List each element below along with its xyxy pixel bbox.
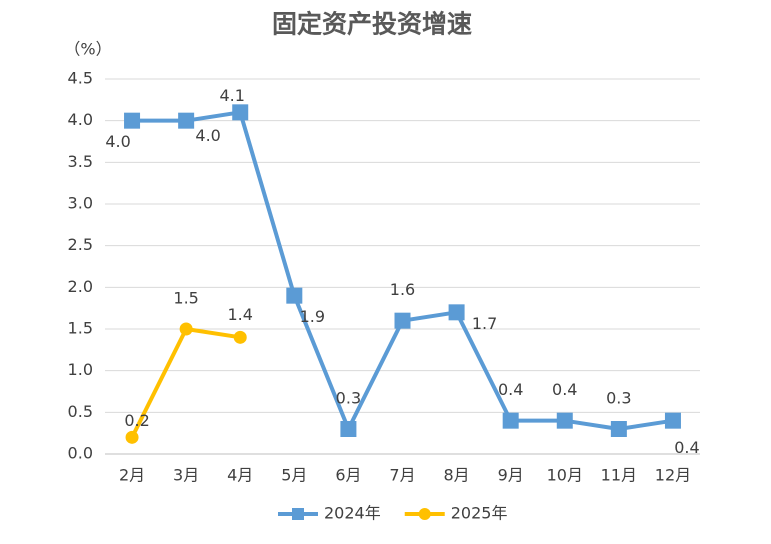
x-tick-label: 12月 [655, 466, 691, 485]
y-tick-label: 2.0 [68, 277, 93, 296]
x-tick-label: 8月 [443, 466, 469, 485]
y-tick-label: 2.5 [68, 235, 93, 254]
legend-marker [418, 508, 431, 520]
marker [286, 287, 303, 304]
x-tick-label: 6月 [335, 466, 361, 485]
data-label: 0.4 [552, 380, 577, 399]
marker [448, 304, 465, 321]
y-unit: （%） [64, 40, 111, 59]
x-tick-label: 5月 [281, 466, 307, 485]
x-tick-label: 11月 [601, 466, 637, 485]
data-label: 1.6 [390, 280, 415, 299]
data-label: 0.3 [606, 389, 631, 408]
marker [179, 322, 193, 336]
x-tick-label: 9月 [498, 466, 524, 485]
marker [610, 421, 627, 437]
data-label: 0.2 [124, 411, 149, 430]
data-label: 4.1 [220, 86, 245, 105]
marker [232, 104, 249, 121]
chart-title: 固定资产投资增速 [272, 10, 472, 39]
data-label: 4.0 [195, 126, 220, 145]
data-label: 0.4 [498, 380, 523, 399]
data-label: 0.4 [674, 438, 699, 457]
x-tick-label: 7月 [389, 466, 415, 485]
y-tick-label: 1.0 [68, 360, 93, 379]
marker [124, 112, 141, 129]
marker [664, 412, 681, 429]
marker [340, 421, 357, 437]
data-label: 1.9 [300, 307, 325, 326]
marker [178, 112, 195, 129]
marker [394, 312, 411, 329]
data-label: 1.5 [173, 289, 198, 308]
legend-label: 2024年 [324, 504, 381, 523]
y-tick-label: 3.0 [68, 194, 93, 213]
data-label: 1.7 [472, 314, 497, 333]
marker [556, 412, 573, 429]
data-label: 4.0 [105, 132, 130, 151]
series-line [132, 110, 674, 431]
y-tick-label: 0.0 [68, 444, 93, 463]
data-label: 0.3 [336, 389, 361, 408]
x-tick-label: 10月 [547, 466, 583, 485]
y-tick-label: 3.5 [68, 152, 93, 171]
y-tick-label: 4.0 [68, 110, 93, 129]
y-tick-label: 0.5 [68, 402, 93, 421]
legend-label: 2025年 [451, 504, 508, 523]
marker [233, 330, 247, 344]
x-tick-label: 3月 [173, 466, 199, 485]
data-label: 1.4 [228, 305, 253, 324]
marker [502, 412, 519, 429]
y-tick-label: 1.5 [68, 319, 93, 338]
x-tick-label: 2月 [119, 466, 145, 485]
legend-marker [292, 508, 304, 520]
y-tick-label: 4.5 [68, 69, 93, 88]
marker [125, 430, 139, 444]
x-tick-label: 4月 [227, 466, 253, 485]
